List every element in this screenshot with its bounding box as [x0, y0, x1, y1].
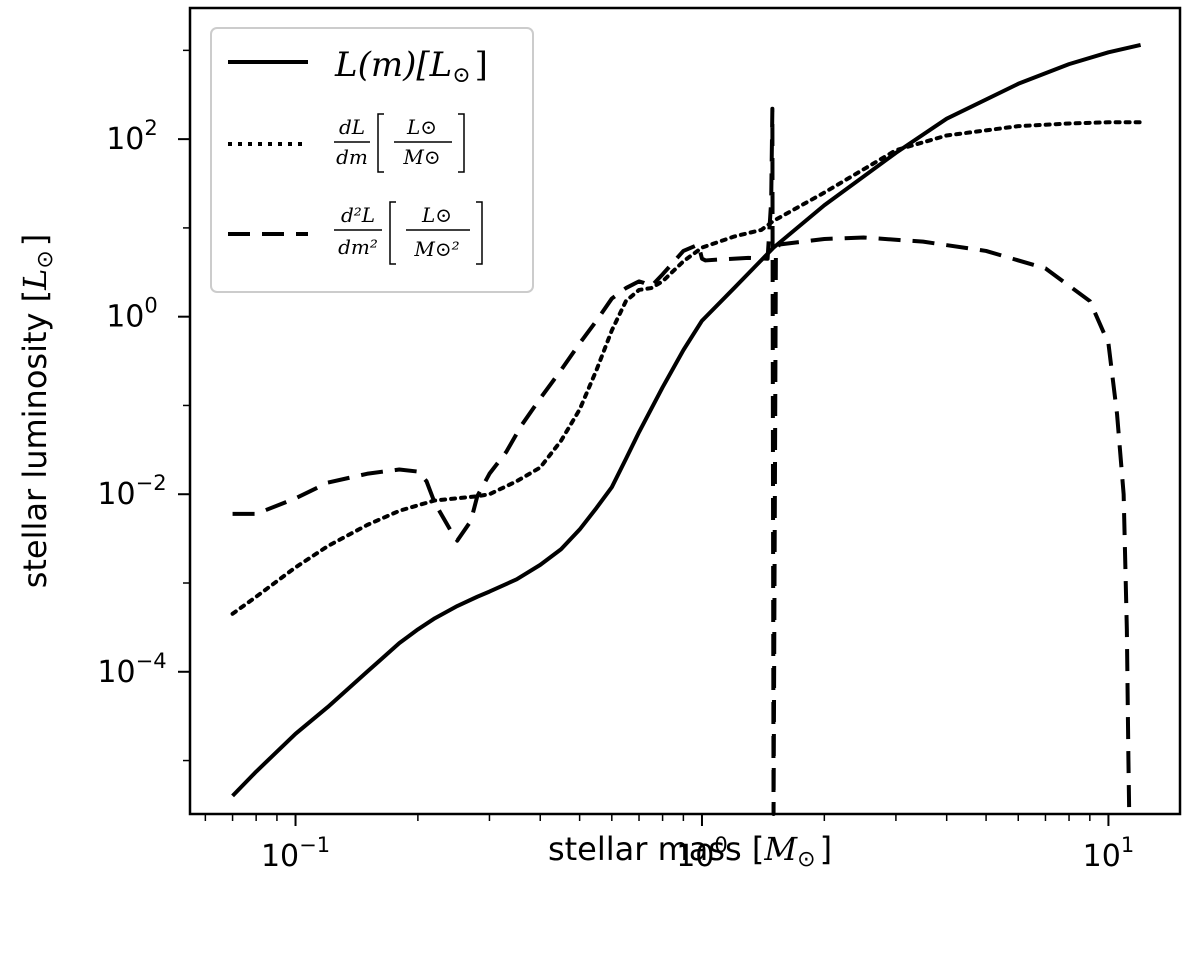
y-tick-label: 10−2: [97, 471, 166, 512]
x-axis-label-unit: M: [763, 830, 798, 868]
y-axis-label-unit: L: [16, 269, 54, 291]
legend-dotted-num: dL: [339, 115, 365, 139]
legend-dashed-num: d²L: [341, 203, 375, 227]
legend-label-solid-sub: ⊙: [452, 63, 470, 88]
legend-dotted-bracket-left: [377, 113, 384, 173]
legend-dotted-bracket-right: [458, 113, 465, 173]
legend-dashed-unit-top: L⊙: [421, 203, 452, 227]
x-axis-label-end: ]: [820, 830, 832, 868]
legend-dashed-den: dm²: [338, 235, 378, 259]
x-axis: 10−1 100 101: [204, 814, 1135, 874]
plot-frame: [188, 6, 1182, 816]
legend-label-solid-end: ]: [475, 45, 488, 85]
legend-box: [210, 27, 534, 293]
legend-dotted-unit-top: L⊙: [406, 115, 437, 139]
y-tick-label: 102: [106, 116, 158, 157]
y-axis-label: stellar luminosity [L⊙]: [16, 234, 58, 589]
y-tick-label: 100: [106, 294, 158, 335]
legend-label-dashed: d²L dm² L⊙ M⊙²: [334, 201, 483, 265]
legend-label-solid-main: L(m)[L: [334, 45, 452, 85]
legend: L(m)[L⊙] dL dm L⊙ M⊙ d²L dm² L⊙ M⊙²: [210, 27, 534, 293]
legend-dotted-unit-bottom: M⊙: [402, 145, 440, 169]
x-axis-label-text: stellar mass [: [548, 830, 764, 868]
y-axis-label-sub: ⊙: [33, 250, 58, 268]
series-line-dotted: [230, 120, 1143, 616]
legend-label-dotted: dL dm L⊙ M⊙: [334, 113, 465, 173]
series-line-solid: [231, 43, 1142, 798]
legend-dashed-bracket-right: [476, 201, 483, 265]
x-tick-label: 100: [676, 833, 728, 874]
x-axis-label-sub: ⊙: [797, 847, 815, 872]
series-layer: [230, 43, 1143, 816]
legend-label-solid: L(m)[L⊙]: [334, 45, 488, 88]
y-axis-label-text: stellar luminosity [: [16, 290, 54, 588]
x-tick-label: 101: [1083, 833, 1135, 874]
y-axis-label-end: ]: [16, 234, 54, 246]
y-tick-label: 10−4: [97, 649, 166, 690]
legend-dashed-bracket-left: [389, 201, 396, 265]
x-axis-label: stellar mass [M⊙]: [548, 830, 832, 872]
x-tick-label: 10−1: [261, 833, 330, 874]
y-axis: 102 100 10−2 10−4: [97, 49, 190, 762]
legend-dotted-den: dm: [336, 145, 368, 169]
legend-dashed-unit-bottom: M⊙²: [413, 237, 459, 261]
series-line-dashed: [232, 106, 1132, 816]
